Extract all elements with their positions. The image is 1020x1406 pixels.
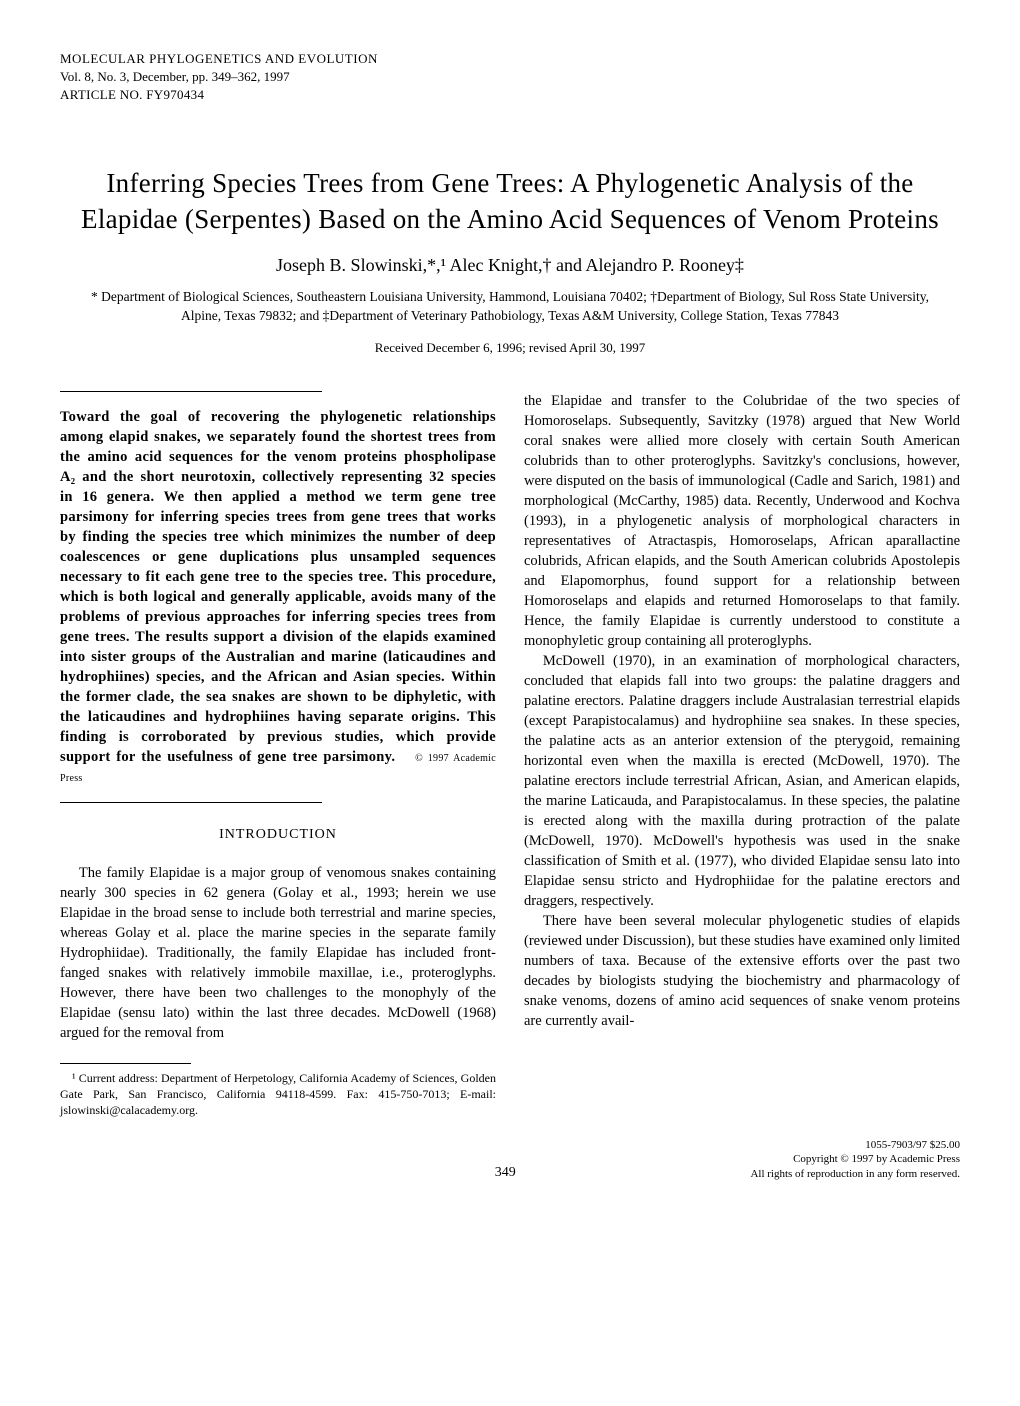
abstract-rule-bottom xyxy=(60,802,322,803)
intro-paragraph-1: The family Elapidae is a major group of … xyxy=(60,863,496,1043)
col2-paragraph-2: McDowell (1970), in an examination of mo… xyxy=(524,651,960,911)
two-column-layout: Toward the goal of recovering the phylog… xyxy=(60,391,960,1118)
introduction-heading: INTRODUCTION xyxy=(60,825,496,844)
abstract-rule-top xyxy=(60,391,322,392)
authors: Joseph B. Slowinski,*,¹ Alec Knight,† an… xyxy=(60,255,960,276)
page-number: 349 xyxy=(260,1165,750,1181)
author-footnote: ¹ Current address: Department of Herpeto… xyxy=(60,1070,496,1119)
footer-copyright-line: Copyright © 1997 by Academic Press xyxy=(750,1152,960,1166)
received-dates: Received December 6, 1996; revised April… xyxy=(60,340,960,356)
article-title: Inferring Species Trees from Gene Trees:… xyxy=(60,165,960,238)
affiliations: * Department of Biological Sciences, Sou… xyxy=(60,288,960,326)
footnote-rule xyxy=(60,1063,191,1064)
col2-paragraph-1: the Elapidae and transfer to the Colubri… xyxy=(524,391,960,651)
left-column: Toward the goal of recovering the phylog… xyxy=(60,391,496,1118)
footer-issn: 1055-7903/97 $25.00 xyxy=(750,1138,960,1152)
col2-paragraph-3: There have been several molecular phylog… xyxy=(524,911,960,1031)
journal-name: MOLECULAR PHYLOGENETICS AND EVOLUTION xyxy=(60,50,960,68)
footer-rights: All rights of reproduction in any form r… xyxy=(750,1167,960,1181)
footer-copyright: 1055-7903/97 $25.00 Copyright © 1997 by … xyxy=(750,1138,960,1181)
article-number: ARTICLE NO. FY970434 xyxy=(60,86,960,104)
journal-header: MOLECULAR PHYLOGENETICS AND EVOLUTION Vo… xyxy=(60,50,960,105)
abstract-text: Toward the goal of recovering the phylog… xyxy=(60,407,496,787)
right-column: the Elapidae and transfer to the Colubri… xyxy=(524,391,960,1118)
page-footer: 349 1055-7903/97 $25.00 Copyright © 1997… xyxy=(60,1138,960,1181)
volume-info: Vol. 8, No. 3, December, pp. 349–362, 19… xyxy=(60,68,960,86)
